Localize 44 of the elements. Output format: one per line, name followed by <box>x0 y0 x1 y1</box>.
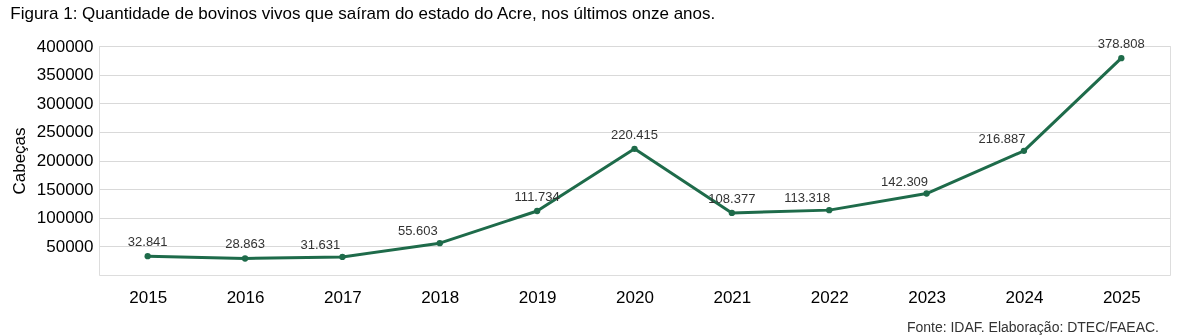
point <box>923 190 930 197</box>
chart-title: Figura 1: Quantidade de bovinos vivos que saíram do estado do Acre, nos últimos onze anos. <box>10 4 716 23</box>
data-label: 378.808 <box>1097 36 1145 52</box>
data-label: 111.734 <box>514 189 560 205</box>
point <box>728 209 736 217</box>
x-tick-label: 2019 <box>518 287 557 307</box>
x-tick-label: 2023 <box>908 287 946 307</box>
data-label: 113.318 <box>784 190 831 206</box>
x-tick-label: 2015 <box>129 287 168 307</box>
y-tick-label: 200000 <box>36 151 94 170</box>
point <box>241 255 249 262</box>
y-tick-label: 300000 <box>36 93 94 113</box>
data-label: 32.841 <box>127 234 168 250</box>
y-tick-label: 400000 <box>36 36 94 56</box>
x-tick-label: 2020 <box>616 287 654 307</box>
y-tick-label: 50000 <box>46 236 94 256</box>
point <box>631 145 638 152</box>
point <box>826 206 833 214</box>
data-label: 28.863 <box>225 236 265 252</box>
data-label: 142.309 <box>881 173 929 189</box>
point <box>533 207 541 215</box>
source-note: Fonte: IDAF. Elaboração: DTEC/FAEAC. <box>906 319 1159 335</box>
point <box>436 240 443 247</box>
point <box>144 253 151 260</box>
point <box>1118 54 1125 62</box>
y-tick-label: 150000 <box>36 179 94 199</box>
data-label: 55.603 <box>397 223 438 239</box>
x-tick-label: 2025 <box>1102 287 1141 307</box>
y-tick-label: 250000 <box>36 122 94 142</box>
y-axis-title: Cabeças <box>9 127 29 195</box>
x-tick-label: 2022 <box>810 287 849 307</box>
point <box>339 253 346 261</box>
x-tick-label: 2018 <box>421 287 460 307</box>
x-tick-label: 2021 <box>713 287 752 307</box>
x-tick-label: 2024 <box>1005 287 1044 307</box>
x-tick-label: 2016 <box>226 287 265 307</box>
data-label: 216.887 <box>978 130 1026 146</box>
data-label: 31.631 <box>300 236 341 252</box>
x-tick-label: 2017 <box>324 287 362 307</box>
point <box>1020 147 1028 154</box>
y-tick-label: 100000 <box>36 208 94 228</box>
data-label: 220.415 <box>611 126 658 142</box>
y-tick-label: 350000 <box>36 65 94 85</box>
data-label: 108.377 <box>708 190 756 206</box>
